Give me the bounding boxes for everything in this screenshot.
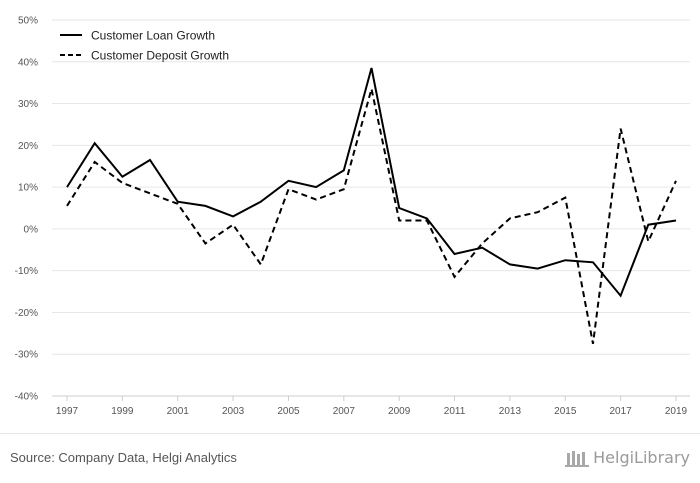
brand-name: HelgiLibrary: [593, 448, 690, 467]
y-tick-label: -40%: [15, 392, 38, 403]
brand-logo[interactable]: HelgiLibrary: [565, 448, 690, 467]
y-tick-label: -20%: [15, 308, 38, 319]
y-axis-ticks: 50% 40% 30% 20% 10% 0% -10% -20% -30% -40%: [15, 16, 38, 403]
y-tick-label: 40%: [18, 57, 38, 68]
x-tick-label: 2019: [665, 406, 688, 417]
y-tick-label: 20%: [18, 141, 38, 152]
x-tick-label: 1997: [56, 406, 79, 417]
x-axis-ticks: 1997 1999 2001 2003 2005 2007 2009 2011 2013 2015…: [56, 396, 688, 417]
source-note: Source: Company Data, Helgi Analytics: [10, 450, 237, 465]
y-tick-label: 50%: [18, 16, 38, 27]
y-tick-label: 0%: [24, 224, 39, 235]
y-tick-label: -30%: [15, 350, 38, 361]
x-tick-label: 2015: [554, 406, 577, 417]
x-tick-label: 2013: [499, 406, 522, 417]
y-tick-label: 10%: [18, 183, 38, 194]
x-tick-label: 2009: [388, 406, 411, 417]
x-tick-label: 2007: [333, 406, 356, 417]
gridlines: [52, 19, 690, 397]
x-tick-label: 2017: [610, 406, 633, 417]
series-lines: [66, 67, 677, 344]
library-icon: [565, 450, 590, 467]
y-tick-label: -10%: [15, 266, 38, 277]
legend-label: Customer Loan Growth: [91, 29, 215, 43]
x-tick-label: 2011: [444, 406, 466, 417]
footer: Source: Company Data, Helgi Analytics He…: [0, 433, 700, 483]
x-tick-label: 1999: [111, 406, 134, 417]
x-tick-label: 2001: [167, 406, 190, 417]
x-tick-label: 2005: [277, 406, 300, 417]
series-line-deposit-growth: [66, 88, 677, 344]
x-tick-label: 2003: [222, 406, 245, 417]
series-line-loan-growth: [66, 67, 677, 298]
legend-label: Customer Deposit Growth: [91, 49, 229, 63]
line-chart: 50%40%30%20%10%0%-10%-20%-30%-40% 1997 19…: [15, 16, 690, 417]
y-tick-label: 30%: [18, 99, 38, 110]
legend: Customer Loan Growth Customer Deposit Gro…: [60, 29, 229, 63]
